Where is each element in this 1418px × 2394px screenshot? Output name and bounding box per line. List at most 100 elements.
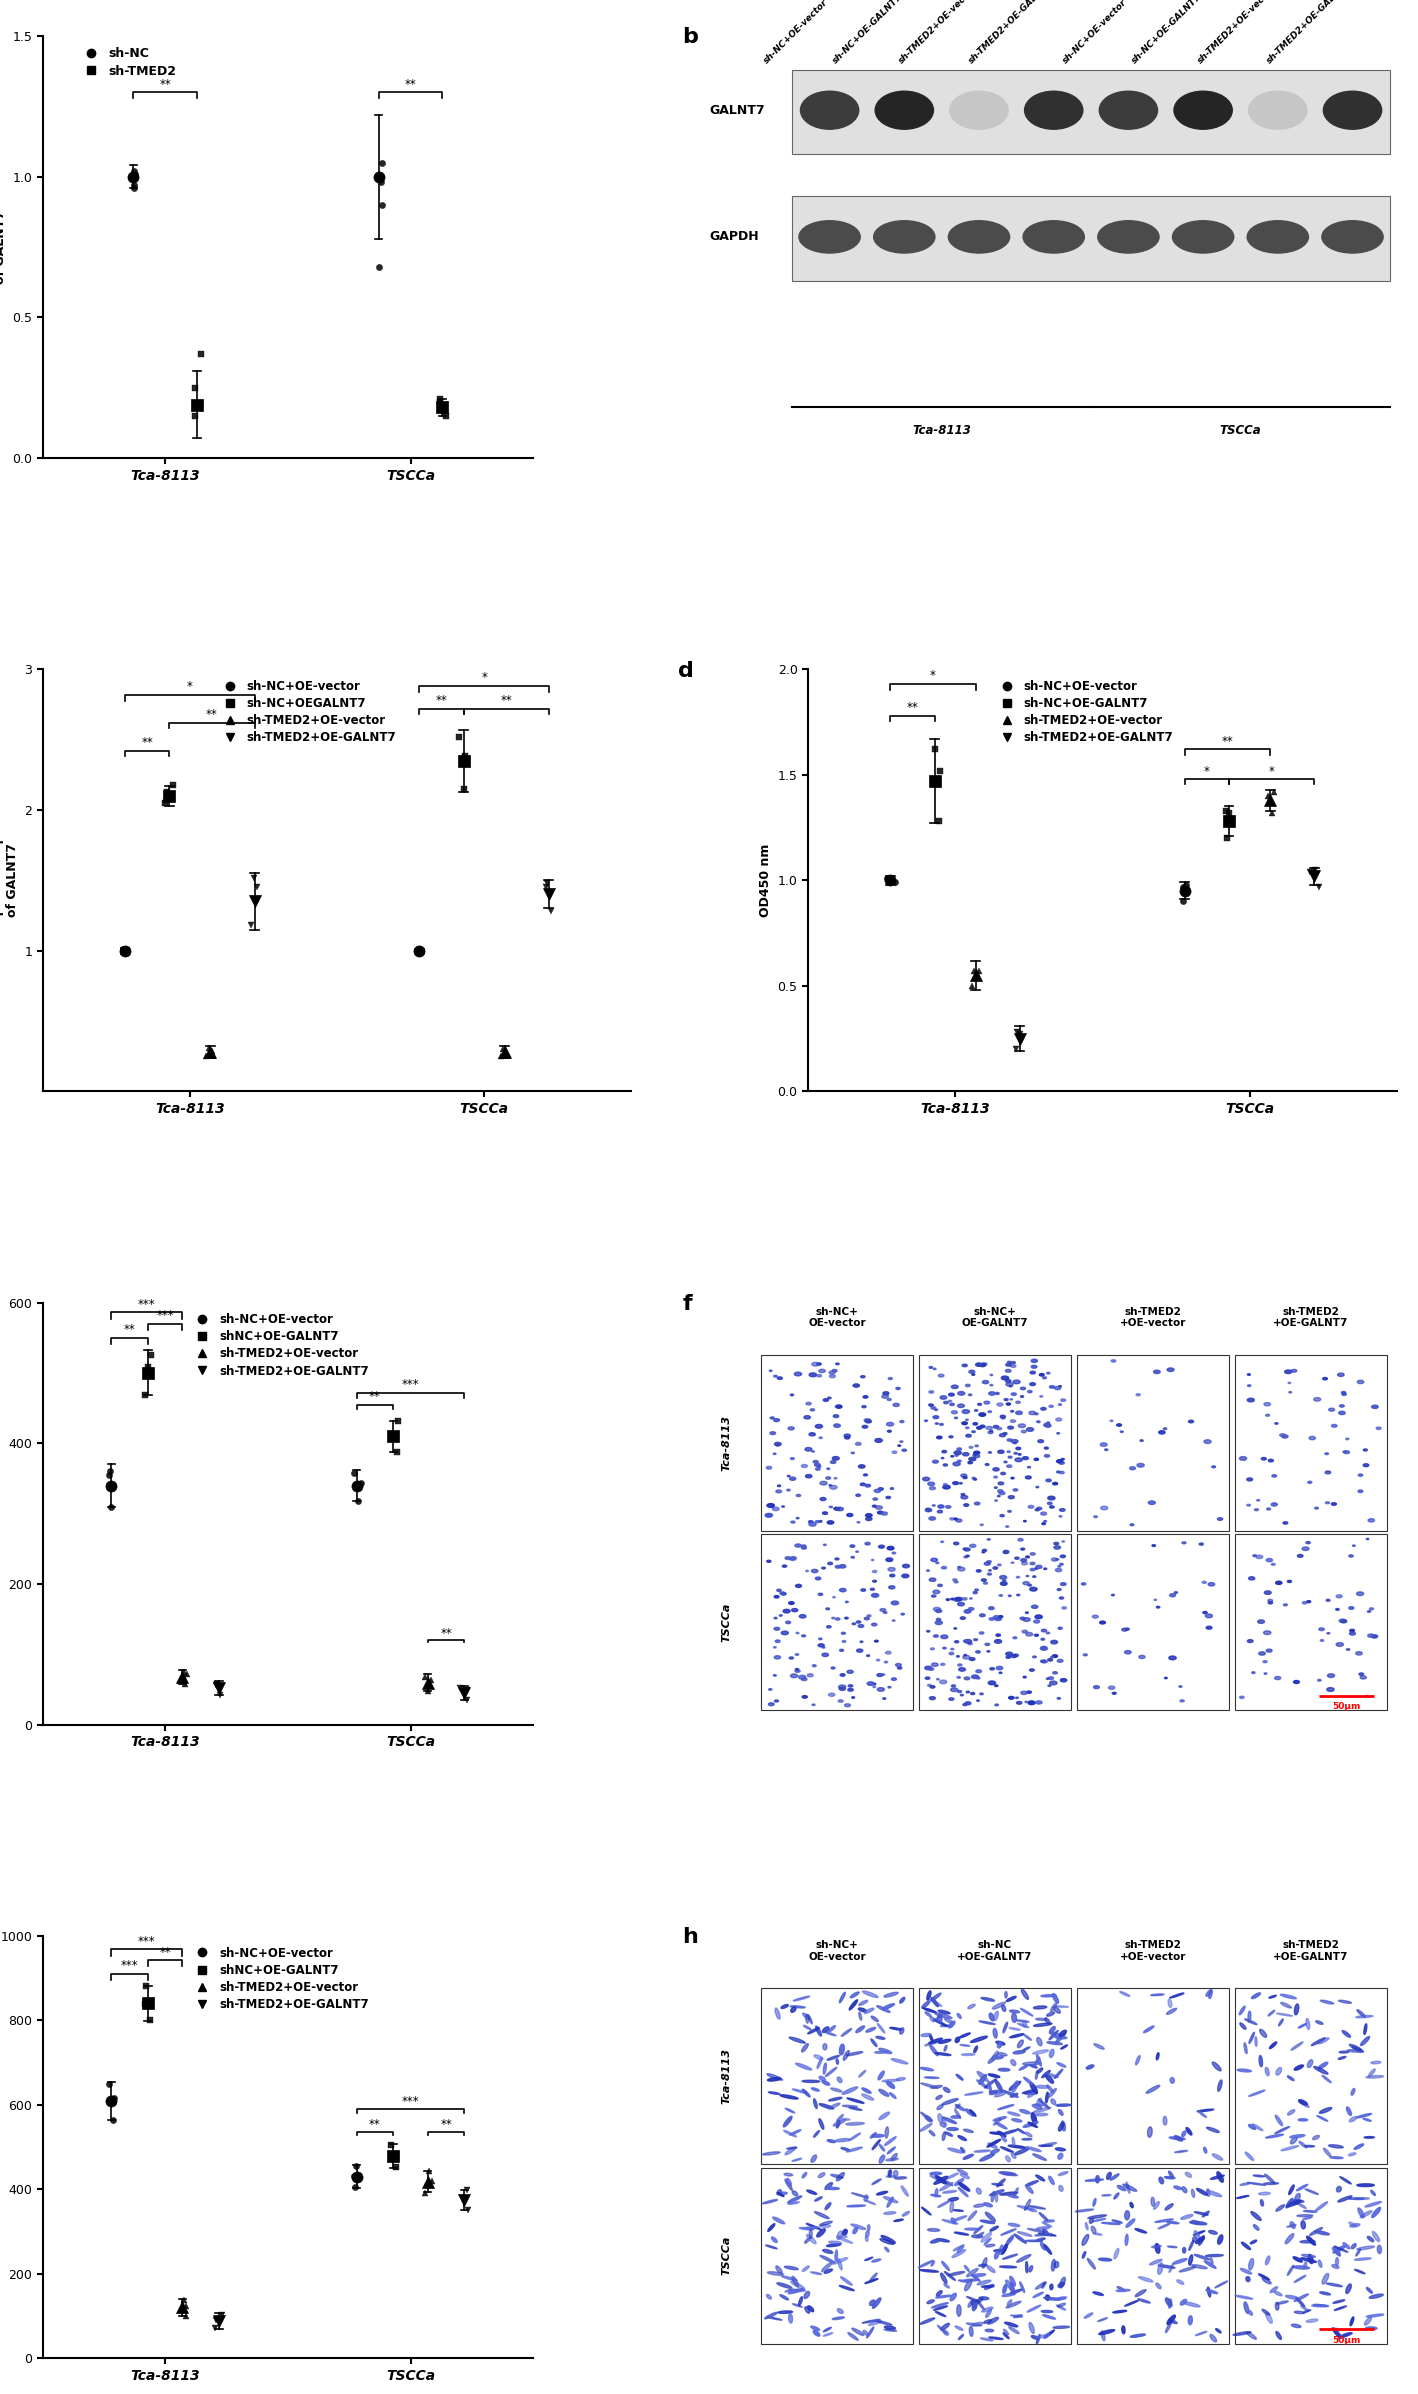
Ellipse shape bbox=[1282, 1434, 1288, 1439]
Ellipse shape bbox=[986, 2329, 994, 2332]
Ellipse shape bbox=[814, 1463, 820, 1468]
Ellipse shape bbox=[971, 2301, 977, 2308]
Ellipse shape bbox=[963, 1410, 970, 1412]
Ellipse shape bbox=[891, 2155, 898, 2159]
Ellipse shape bbox=[930, 1999, 942, 2006]
Ellipse shape bbox=[1024, 2200, 1031, 2210]
Ellipse shape bbox=[1018, 1424, 1025, 1427]
Ellipse shape bbox=[837, 2114, 844, 2121]
Ellipse shape bbox=[1296, 2298, 1305, 2308]
Ellipse shape bbox=[990, 2090, 1005, 2092]
Ellipse shape bbox=[1010, 2035, 1024, 2037]
Ellipse shape bbox=[864, 1420, 871, 1422]
Ellipse shape bbox=[1370, 2293, 1383, 2298]
Ellipse shape bbox=[1279, 1434, 1285, 1436]
Ellipse shape bbox=[841, 2277, 852, 2286]
Legend: sh-NC, sh-TMED2: sh-NC, sh-TMED2 bbox=[74, 43, 182, 81]
Ellipse shape bbox=[1327, 1673, 1334, 1678]
Ellipse shape bbox=[994, 2253, 998, 2260]
Ellipse shape bbox=[1322, 2274, 1329, 2284]
Ellipse shape bbox=[951, 2217, 956, 2224]
Ellipse shape bbox=[1061, 1556, 1065, 1558]
Ellipse shape bbox=[1248, 1640, 1254, 1642]
Ellipse shape bbox=[995, 2195, 998, 2202]
Ellipse shape bbox=[1037, 2226, 1049, 2229]
Ellipse shape bbox=[959, 2188, 968, 2198]
Ellipse shape bbox=[1218, 1518, 1222, 1520]
Ellipse shape bbox=[1350, 1630, 1354, 1633]
Ellipse shape bbox=[804, 2025, 811, 2030]
Ellipse shape bbox=[993, 2028, 997, 2037]
Ellipse shape bbox=[953, 2217, 967, 2222]
Ellipse shape bbox=[939, 2040, 951, 2044]
Ellipse shape bbox=[1130, 2202, 1133, 2207]
Ellipse shape bbox=[878, 2071, 885, 2080]
Ellipse shape bbox=[885, 2327, 895, 2329]
Ellipse shape bbox=[940, 2322, 950, 2329]
Ellipse shape bbox=[927, 1992, 932, 1999]
Ellipse shape bbox=[1239, 1456, 1246, 1460]
Ellipse shape bbox=[1195, 2332, 1207, 2337]
Ellipse shape bbox=[1012, 2013, 1017, 2023]
Ellipse shape bbox=[1286, 2224, 1296, 2226]
Ellipse shape bbox=[1367, 2236, 1374, 2241]
Ellipse shape bbox=[1245, 2018, 1256, 2025]
Ellipse shape bbox=[984, 2078, 997, 2088]
Ellipse shape bbox=[821, 2262, 832, 2272]
Ellipse shape bbox=[1032, 2155, 1046, 2159]
Ellipse shape bbox=[1037, 2097, 1042, 2104]
Ellipse shape bbox=[1371, 2207, 1381, 2217]
Ellipse shape bbox=[937, 2200, 950, 2207]
Ellipse shape bbox=[995, 2056, 1004, 2059]
Ellipse shape bbox=[858, 2009, 866, 2011]
Ellipse shape bbox=[893, 2171, 898, 2176]
Ellipse shape bbox=[1174, 2186, 1181, 2191]
Ellipse shape bbox=[1295, 2066, 1303, 2071]
Ellipse shape bbox=[974, 2298, 983, 2303]
Ellipse shape bbox=[1314, 2231, 1329, 2236]
Ellipse shape bbox=[1168, 2265, 1174, 2272]
Ellipse shape bbox=[1154, 2202, 1160, 2210]
Ellipse shape bbox=[1340, 2176, 1351, 2183]
Ellipse shape bbox=[864, 2329, 868, 2334]
Ellipse shape bbox=[848, 1688, 854, 1690]
Ellipse shape bbox=[988, 1681, 995, 1685]
Ellipse shape bbox=[1045, 2092, 1048, 2102]
Ellipse shape bbox=[1007, 2301, 1021, 2308]
Ellipse shape bbox=[1037, 2068, 1042, 2073]
Ellipse shape bbox=[815, 2025, 821, 2035]
Text: **: ** bbox=[501, 694, 512, 706]
Ellipse shape bbox=[959, 2135, 967, 2140]
Ellipse shape bbox=[957, 2305, 961, 2317]
Ellipse shape bbox=[820, 1499, 827, 1501]
Ellipse shape bbox=[981, 2231, 991, 2243]
Ellipse shape bbox=[977, 2301, 984, 2310]
Bar bbox=[1076, 1535, 1229, 1709]
Ellipse shape bbox=[971, 2322, 983, 2327]
Text: sh-NC+OE-vector: sh-NC+OE-vector bbox=[1061, 0, 1129, 65]
Ellipse shape bbox=[767, 2073, 783, 2080]
Ellipse shape bbox=[1039, 2212, 1048, 2222]
Ellipse shape bbox=[933, 1590, 940, 1594]
Ellipse shape bbox=[929, 2037, 943, 2044]
Ellipse shape bbox=[1309, 2255, 1313, 2265]
Ellipse shape bbox=[827, 1520, 834, 1525]
Ellipse shape bbox=[820, 2224, 831, 2226]
Ellipse shape bbox=[1000, 1434, 1005, 1436]
Ellipse shape bbox=[944, 2018, 953, 2023]
Ellipse shape bbox=[801, 1678, 807, 1681]
Ellipse shape bbox=[930, 2085, 942, 2088]
Ellipse shape bbox=[957, 1403, 964, 1408]
Ellipse shape bbox=[947, 2147, 963, 2152]
Ellipse shape bbox=[1215, 2281, 1228, 2289]
Ellipse shape bbox=[804, 1415, 811, 1420]
Ellipse shape bbox=[1123, 2183, 1137, 2191]
Ellipse shape bbox=[959, 2183, 970, 2191]
Text: **: ** bbox=[159, 1946, 172, 1958]
Ellipse shape bbox=[774, 1628, 780, 1630]
Ellipse shape bbox=[767, 1503, 774, 1508]
Ellipse shape bbox=[1194, 2212, 1208, 2214]
Ellipse shape bbox=[971, 2274, 986, 2277]
Text: sh-NC+OE-vector: sh-NC+OE-vector bbox=[761, 0, 830, 65]
Ellipse shape bbox=[869, 2301, 875, 2305]
